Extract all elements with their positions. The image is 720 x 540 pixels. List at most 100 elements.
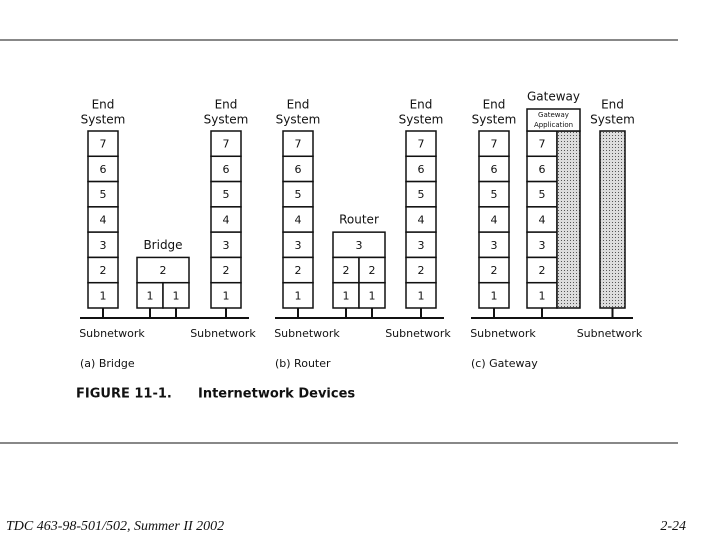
node-title: System	[276, 113, 321, 127]
layer-number: 2	[343, 264, 350, 277]
node-title: End	[215, 98, 238, 112]
shaded-column	[556, 130, 581, 309]
layer-number: 1	[369, 289, 376, 302]
layer-box	[162, 281, 190, 309]
layer-box	[478, 155, 510, 183]
layer-number: 3	[539, 239, 546, 252]
layer-number: 1	[100, 289, 107, 302]
subnetwork-label: Subnetwork	[577, 327, 643, 340]
layer-number: 2	[295, 264, 302, 277]
layer-number: 2	[539, 264, 546, 277]
panel-caption: (b) Router	[275, 357, 331, 370]
subnetwork-label: Subnetwork	[385, 327, 451, 340]
layer-box	[478, 180, 510, 208]
node-title: End	[410, 98, 433, 112]
layer-number: 7	[295, 138, 302, 151]
layer-box	[405, 130, 437, 158]
layer-number: 4	[491, 214, 498, 227]
figure-title: FIGURE 11-1.	[76, 387, 172, 402]
node-title: Bridge	[143, 238, 182, 252]
layer-number: 3	[100, 239, 107, 252]
layer-number: 7	[418, 138, 425, 151]
layer-box	[478, 206, 510, 233]
layer-number: 2	[223, 264, 230, 277]
shaded-stack	[599, 130, 626, 309]
layer-number: 1	[343, 289, 350, 302]
layer-box	[332, 256, 360, 284]
layer-number: 1	[173, 289, 180, 302]
layer-box	[282, 130, 314, 158]
layer-number: 1	[491, 289, 498, 302]
panel-caption: (a) Bridge	[80, 357, 135, 370]
application-label: Gateway	[538, 111, 569, 119]
layer-number: 2	[418, 264, 425, 277]
layer-number: 4	[295, 214, 302, 227]
subnetwork-label: Subnetwork	[79, 327, 145, 340]
layer-number: 2	[491, 264, 498, 277]
layer-box	[87, 231, 119, 259]
layer-box	[405, 155, 437, 183]
layer-number: 7	[100, 138, 107, 151]
application-label: Application	[534, 121, 573, 129]
layer-number: 6	[100, 163, 107, 176]
layer-number: 7	[223, 138, 230, 151]
layer-number: 5	[100, 188, 107, 201]
layer-number: 5	[491, 188, 498, 201]
layer-box	[87, 180, 119, 208]
layer-box	[358, 256, 386, 284]
layer-box	[87, 155, 119, 183]
layer-number: 6	[223, 163, 230, 176]
layer-number: 6	[539, 163, 546, 176]
layer-number: 4	[223, 214, 230, 227]
layer-number: 3	[223, 239, 230, 252]
layer-box	[332, 231, 386, 259]
node-title: System	[590, 113, 635, 127]
layer-box	[87, 206, 119, 233]
figure-subtitle: Internetwork Devices	[198, 387, 355, 402]
node-title: System	[204, 113, 249, 127]
node-title: System	[472, 113, 517, 127]
layer-box	[87, 256, 119, 284]
layer-box	[210, 130, 242, 158]
layer-box	[478, 281, 510, 309]
node-title: Router	[339, 213, 379, 227]
layer-box	[358, 281, 386, 309]
layer-number: 3	[418, 239, 425, 252]
layer-box	[478, 256, 510, 284]
layer-number: 1	[147, 289, 154, 302]
subnetwork-label: Subnetwork	[190, 327, 256, 340]
node-title: End	[601, 98, 624, 112]
layer-number: 4	[100, 214, 107, 227]
layer-number: 6	[295, 163, 302, 176]
subnetwork-label: Subnetwork	[274, 327, 340, 340]
layer-box	[526, 256, 558, 284]
layer-box	[210, 155, 242, 183]
layer-number: 4	[539, 214, 546, 227]
node-title: System	[399, 113, 444, 127]
application-box	[526, 108, 581, 132]
layer-number: 1	[418, 289, 425, 302]
node-title: Gateway	[527, 90, 580, 104]
layer-box	[405, 231, 437, 259]
layer-number: 2	[160, 264, 167, 277]
layer-box	[87, 130, 119, 158]
footer-left: TDC 463-98-501/502, Summer II 2002	[6, 519, 224, 534]
node-title: End	[287, 98, 310, 112]
layer-number: 5	[539, 188, 546, 201]
layer-box	[87, 281, 119, 309]
layer-number: 2	[100, 264, 107, 277]
layer-number: 6	[491, 163, 498, 176]
layer-number: 1	[539, 289, 546, 302]
layer-number: 1	[223, 289, 230, 302]
layer-number: 7	[491, 138, 498, 151]
footer-right: 2-24	[660, 519, 686, 534]
layer-number: 2	[369, 264, 376, 277]
layer-number: 1	[295, 289, 302, 302]
layer-box	[478, 130, 510, 158]
subnetwork-label: Subnetwork	[470, 327, 536, 340]
node-title: End	[483, 98, 506, 112]
layer-box	[526, 155, 558, 183]
layer-number: 6	[418, 163, 425, 176]
layer-number: 5	[295, 188, 302, 201]
